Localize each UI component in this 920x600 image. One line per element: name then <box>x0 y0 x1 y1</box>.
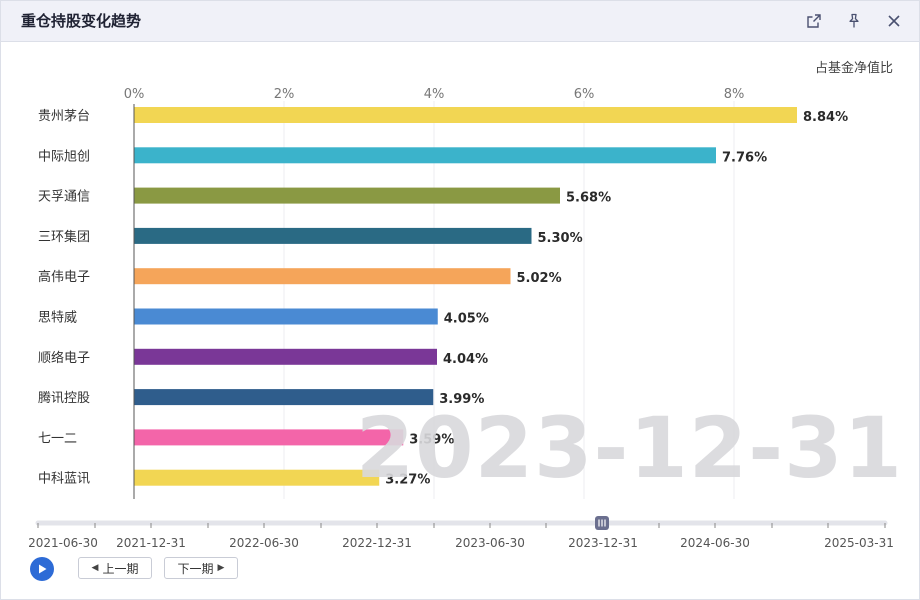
timeline-label[interactable]: 2022-12-31 <box>342 536 412 550</box>
prev-period-label: 上一期 <box>102 561 139 576</box>
prev-period-button[interactable]: ◀ 上一期 <box>78 557 152 579</box>
x-tick-label: 2% <box>274 87 295 102</box>
category-label: 顺络电子 <box>38 350 90 366</box>
caret-right-icon: ▶ <box>217 563 225 573</box>
value-label: 5.02% <box>517 271 562 286</box>
caret-left-icon: ◀ <box>91 563 99 573</box>
category-label: 三环集团 <box>38 229 90 245</box>
bar <box>134 268 511 285</box>
timeline-label[interactable]: 2022-06-30 <box>229 536 299 550</box>
slider-handle-icon[interactable] <box>595 516 609 530</box>
next-period-button[interactable]: 下一期 ▶ <box>164 557 238 579</box>
category-label: 中科蓝讯 <box>38 472 90 487</box>
category-label: 高伟电子 <box>38 269 90 285</box>
bar <box>134 187 560 204</box>
bar <box>134 147 716 164</box>
timeline-label[interactable]: 2023-06-30 <box>455 536 525 550</box>
timeline-label[interactable]: 2025-03-31 <box>824 536 894 550</box>
next-period-label: 下一期 <box>177 561 214 576</box>
x-tick-label: 8% <box>724 87 745 102</box>
value-label: 4.05% <box>444 312 489 327</box>
bar-chart: 占基金净值比 0% 2% 4% 6% 8% 贵州茅台 8.84% 中际旭创 7.76% 天孚通信 5.… <box>38 60 893 499</box>
bar <box>134 348 437 365</box>
window-title: 重仓持股变化趋势 <box>21 12 142 30</box>
pin-icon[interactable] <box>843 10 865 32</box>
x-tick-label: 0% <box>124 87 145 102</box>
timeline-label[interactable]: 2021-06-30 <box>28 536 98 550</box>
bar <box>134 469 380 486</box>
title-bar: 重仓持股变化趋势 <box>1 1 919 42</box>
timeline-slider[interactable]: 2021-06-30 2021-12-31 2022-06-30 2022-12-31… <box>1 513 919 563</box>
value-label: 3.27% <box>385 473 430 488</box>
timeline-label[interactable]: 2024-06-30 <box>680 536 750 550</box>
value-label: 8.84% <box>803 110 848 125</box>
x-tick-label: 4% <box>424 87 445 102</box>
bar <box>134 308 438 325</box>
category-label: 贵州茅台 <box>38 109 90 124</box>
unit-label: 占基金净值比 <box>815 60 893 76</box>
value-label: 3.59% <box>409 432 454 447</box>
date-watermark: 2023-12-31 <box>355 399 903 497</box>
play-icon[interactable] <box>30 557 54 581</box>
value-label: 3.99% <box>439 392 484 407</box>
close-icon[interactable] <box>883 10 905 32</box>
value-label: 4.04% <box>443 352 488 367</box>
value-label: 5.68% <box>566 191 611 206</box>
value-label: 5.30% <box>538 231 583 246</box>
external-link-icon[interactable] <box>803 10 825 32</box>
timeline-label[interactable]: 2023-12-31 <box>568 536 638 550</box>
bar <box>134 389 434 406</box>
timeline-label[interactable]: 2021-12-31 <box>116 536 186 550</box>
value-label: 7.76% <box>722 150 767 165</box>
x-tick-label: 6% <box>574 87 595 102</box>
bar <box>134 227 532 244</box>
category-label: 中际旭创 <box>38 149 90 164</box>
bar <box>134 107 797 123</box>
category-label: 思特威 <box>38 311 77 326</box>
category-label: 天孚通信 <box>38 190 90 205</box>
category-label: 腾讯控股 <box>38 390 90 406</box>
bar <box>134 429 404 446</box>
playback-controls: ◀ 上一期 下一期 ▶ <box>1 553 919 589</box>
category-label: 七一二 <box>38 431 77 446</box>
